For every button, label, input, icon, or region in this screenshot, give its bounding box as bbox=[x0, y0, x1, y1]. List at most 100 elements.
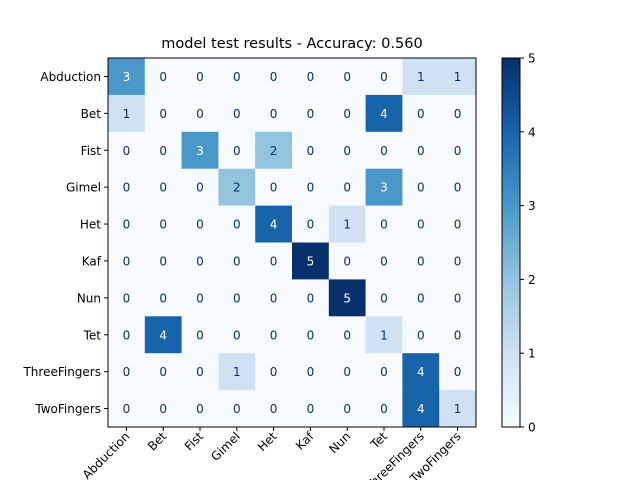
cell-value-label: 0 bbox=[123, 291, 131, 305]
cell-value-label: 0 bbox=[380, 291, 388, 305]
heatmap-cell bbox=[402, 58, 440, 96]
heatmap-cell bbox=[181, 390, 219, 428]
cell-value-label: 0 bbox=[343, 70, 351, 84]
cell-value-label: 4 bbox=[270, 218, 278, 232]
cell-value-label: 0 bbox=[343, 181, 351, 195]
heatmap-cell bbox=[108, 94, 146, 133]
heatmap-cell bbox=[255, 242, 293, 280]
cell-value-label: 5 bbox=[343, 291, 351, 305]
heatmap-cell bbox=[218, 390, 256, 428]
heatmap-cell bbox=[144, 58, 182, 96]
heatmap-cell bbox=[144, 205, 182, 243]
heatmap-cell bbox=[328, 279, 366, 317]
heatmap-cell bbox=[218, 168, 256, 206]
cell-value-label: 0 bbox=[307, 291, 315, 305]
heatmap-cell bbox=[181, 353, 219, 391]
cell-value-label: 0 bbox=[159, 254, 167, 268]
heatmap-cell bbox=[144, 242, 182, 280]
heatmap-cell bbox=[439, 131, 477, 169]
cell-value-label: 5 bbox=[307, 254, 315, 268]
heatmap-cell bbox=[439, 353, 477, 391]
heatmap-cells: 3 0 0 0 0 0 0 0 1 1 1 0 0 0 0 0 0 4 0 0 0 0 3 0 2 0 0 0 0 0 0 0 0 2 0 0 0 3 0 0… bbox=[108, 58, 477, 428]
x-tick-label: Tet bbox=[367, 429, 390, 452]
cell-value-label: 0 bbox=[123, 181, 131, 195]
cell-value-label: 0 bbox=[380, 218, 388, 232]
heatmap-cell bbox=[365, 242, 403, 280]
y-tick-label: Gimel bbox=[66, 181, 101, 195]
cell-value-label: 4 bbox=[159, 328, 167, 342]
heatmap-cell bbox=[292, 353, 330, 391]
cell-value-label: 0 bbox=[454, 107, 462, 121]
heatmap-cell bbox=[365, 131, 403, 169]
heatmap-cell bbox=[328, 353, 366, 391]
y-tick-label: ThreeFingers bbox=[22, 365, 101, 379]
heatmap-cell bbox=[144, 94, 182, 133]
heatmap-cell bbox=[365, 58, 403, 96]
cell-value-label: 0 bbox=[454, 291, 462, 305]
cell-value-label: 1 bbox=[123, 107, 131, 121]
cell-value-label: 0 bbox=[417, 254, 425, 268]
cell-value-label: 0 bbox=[159, 218, 167, 232]
colorbar-tick-label: 2 bbox=[528, 273, 536, 287]
cell-value-label: 0 bbox=[270, 402, 278, 416]
cell-value-label: 0 bbox=[159, 402, 167, 416]
heatmap-cell bbox=[292, 242, 330, 280]
heatmap-cell bbox=[181, 58, 219, 96]
cell-value-label: 0 bbox=[196, 365, 204, 379]
cell-value-label: 0 bbox=[417, 291, 425, 305]
cell-value-label: 0 bbox=[417, 107, 425, 121]
colorbar-tick-label: 0 bbox=[528, 421, 536, 435]
heatmap-cell bbox=[439, 242, 477, 280]
colorbar-tick-label: 5 bbox=[528, 52, 536, 66]
cell-value-label: 0 bbox=[343, 402, 351, 416]
cell-value-label: 0 bbox=[307, 402, 315, 416]
cell-value-label: 0 bbox=[343, 365, 351, 379]
colorbar-tick-label: 1 bbox=[528, 347, 536, 361]
cell-value-label: 0 bbox=[380, 254, 388, 268]
cell-value-label: 0 bbox=[123, 254, 131, 268]
heatmap-cell bbox=[181, 316, 219, 354]
heatmap-cell bbox=[218, 94, 256, 133]
cell-value-label: 0 bbox=[343, 107, 351, 121]
x-axis: Abduction Bet Fist Gimel Het Kaf Nun TetThreeFi… bbox=[80, 427, 464, 480]
heatmap-cell bbox=[108, 279, 146, 317]
heatmap-cell bbox=[108, 242, 146, 280]
heatmap-cell bbox=[255, 279, 293, 317]
heatmap-cell bbox=[292, 131, 330, 169]
heatmap-cell bbox=[255, 58, 293, 96]
cell-value-label: 1 bbox=[380, 328, 388, 342]
cell-value-label: 4 bbox=[380, 107, 388, 121]
x-tick-label: Nun bbox=[326, 429, 353, 456]
cell-value-label: 4 bbox=[417, 365, 425, 379]
heatmap-cell bbox=[328, 131, 366, 169]
cell-value-label: 0 bbox=[307, 144, 315, 158]
cell-value-label: 0 bbox=[196, 218, 204, 232]
cell-value-label: 0 bbox=[343, 254, 351, 268]
colorbar-tick-label: 4 bbox=[528, 125, 536, 139]
heatmap-cell bbox=[365, 353, 403, 391]
cell-value-label: 1 bbox=[343, 218, 351, 232]
cell-value-label: 1 bbox=[417, 70, 425, 84]
heatmap-cell bbox=[402, 316, 440, 354]
x-tick-label: Gimel bbox=[208, 429, 243, 464]
heatmap-cell bbox=[108, 58, 146, 96]
cell-value-label: 0 bbox=[123, 218, 131, 232]
heatmap-cell bbox=[218, 131, 256, 169]
y-tick-label: Tet bbox=[83, 328, 102, 342]
heatmap-cell bbox=[218, 58, 256, 96]
cell-value-label: 0 bbox=[233, 144, 241, 158]
heatmap-cell bbox=[402, 242, 440, 280]
heatmap-cell bbox=[402, 279, 440, 317]
heatmap-cell bbox=[255, 131, 293, 169]
cell-value-label: 0 bbox=[417, 218, 425, 232]
heatmap-cell bbox=[402, 168, 440, 206]
heatmap-cell bbox=[144, 279, 182, 317]
cell-value-label: 0 bbox=[307, 328, 315, 342]
cell-value-label: 0 bbox=[159, 70, 167, 84]
heatmap-cell bbox=[328, 242, 366, 280]
cell-value-label: 0 bbox=[233, 254, 241, 268]
cell-value-label: 0 bbox=[343, 144, 351, 158]
plot-frame bbox=[107, 57, 477, 428]
cell-value-label: 3 bbox=[196, 144, 204, 158]
